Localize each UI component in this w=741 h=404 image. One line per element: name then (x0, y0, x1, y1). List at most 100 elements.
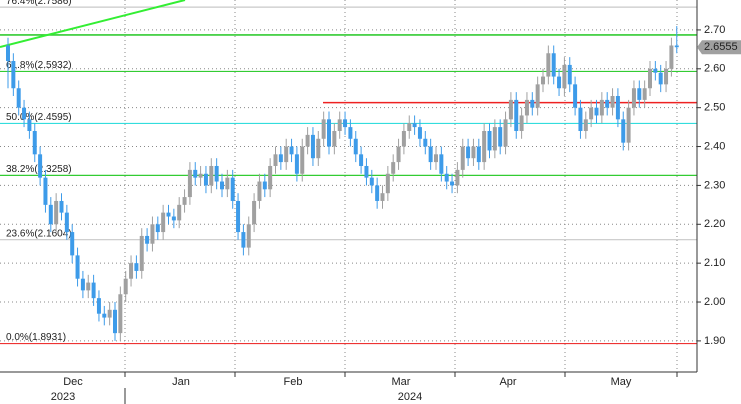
candle-body (637, 88, 642, 100)
candle (22, 99, 27, 128)
candle (316, 130, 321, 166)
candle-body (246, 224, 251, 248)
candle (434, 146, 438, 170)
candle (380, 185, 385, 209)
fib-label: 76.4%(2.7586) (6, 0, 72, 7)
candle (396, 138, 401, 170)
x-tick-label: Mar (392, 376, 411, 388)
candle-body (503, 119, 508, 147)
candle-body (396, 146, 401, 163)
candle (294, 146, 299, 182)
candle-body (80, 278, 85, 291)
y-tick-label: 2.70 (704, 24, 725, 36)
candle-body (225, 177, 230, 190)
candle-body (551, 53, 556, 77)
candle (70, 224, 75, 264)
candle (198, 165, 203, 186)
y-tick-label: 1.90 (704, 335, 725, 347)
candle (102, 305, 107, 326)
candle-body (530, 99, 535, 108)
candle (648, 61, 652, 97)
candle (401, 123, 406, 155)
candle (214, 158, 219, 190)
candle (375, 177, 380, 209)
candle (268, 158, 273, 198)
candle-body (669, 45, 674, 69)
candle (236, 193, 241, 240)
candle (524, 92, 529, 124)
candle (289, 138, 294, 163)
candle (171, 208, 176, 229)
candle (535, 76, 540, 116)
candle-body (455, 169, 460, 186)
candle-body (519, 115, 524, 131)
candle (177, 197, 182, 229)
candle (583, 111, 588, 139)
candle-body (594, 107, 599, 116)
candle-body (134, 263, 139, 271)
y-tick-label: 2.50 (704, 102, 725, 114)
x-tick-label: Dec (63, 376, 83, 388)
candle-body (391, 162, 396, 174)
candle (369, 169, 374, 194)
candle (385, 165, 390, 201)
candle (252, 193, 257, 233)
candle-body (578, 107, 583, 131)
candle (187, 162, 192, 205)
x-tick-label: May (611, 376, 632, 388)
candle (38, 146, 43, 186)
candle (664, 61, 669, 93)
candle-body (524, 99, 529, 116)
candle-body (75, 255, 80, 279)
candle-body (214, 165, 219, 182)
candle (626, 99, 631, 151)
candle-body (321, 119, 326, 139)
candle-body (182, 197, 187, 205)
candle (589, 99, 594, 128)
candle-body (187, 169, 192, 198)
candle (337, 111, 342, 139)
last-price-tag (697, 40, 741, 55)
candle-body (284, 146, 289, 163)
candle-body (209, 165, 214, 186)
y-tick-label: 2.20 (704, 218, 725, 230)
candle-body (487, 130, 492, 151)
candle-body (241, 232, 246, 248)
candle-body (674, 45, 679, 48)
candle (450, 173, 455, 194)
candle (257, 173, 262, 209)
candle-body (273, 154, 278, 166)
candle (155, 216, 160, 240)
candle-body (113, 309, 117, 334)
candle (327, 111, 331, 155)
candle-body (118, 294, 123, 334)
candle-body (401, 130, 406, 147)
candle-body (310, 134, 315, 159)
candle (96, 290, 101, 322)
trendline (0, 0, 186, 49)
candle-body (417, 127, 422, 139)
candle (220, 173, 224, 198)
candle-body (64, 212, 69, 233)
candle (541, 68, 545, 93)
candle-body (70, 232, 75, 256)
candle-body (332, 130, 337, 147)
candle-body (658, 72, 663, 85)
candle-body (471, 146, 476, 159)
candle-body (343, 119, 348, 128)
candle-body (444, 173, 449, 182)
candle (573, 76, 578, 116)
candle-body (428, 146, 433, 163)
candle (353, 130, 358, 163)
candle-body (626, 107, 631, 143)
candle (182, 189, 187, 213)
candle (514, 92, 519, 139)
candle-body (6, 45, 10, 62)
candle-body (482, 130, 487, 163)
candle-body (294, 154, 299, 174)
candle (605, 92, 610, 116)
candle (166, 204, 171, 225)
candle (246, 216, 251, 256)
candle (460, 138, 465, 178)
candle-body (653, 68, 658, 73)
